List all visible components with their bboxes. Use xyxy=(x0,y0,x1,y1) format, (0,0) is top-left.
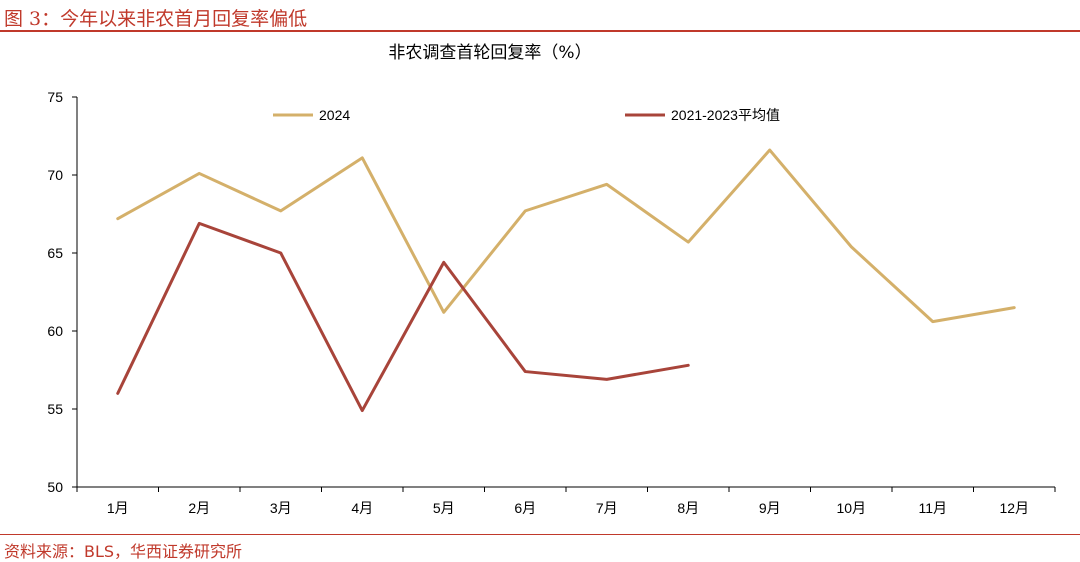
x-tick-label: 10月 xyxy=(836,500,866,516)
y-tick-label: 70 xyxy=(47,167,63,183)
x-tick-label: 3月 xyxy=(270,500,292,516)
legend-label-average: 2021-2023平均值 xyxy=(671,107,780,123)
y-tick-label: 60 xyxy=(47,323,63,339)
series-line-average xyxy=(118,223,689,410)
legend: 2024 2021-2023平均值 xyxy=(273,107,780,123)
y-tick-label: 65 xyxy=(47,245,63,261)
series-lines xyxy=(118,150,1015,411)
y-tick-label: 75 xyxy=(47,89,63,105)
axes: 50 55 60 65 70 75 1月 2月 3月 4月 5月 6月 7月 8月 9月 10月 11月 12月 xyxy=(47,89,1055,516)
x-tick-label: 6月 xyxy=(514,500,536,516)
x-tick-label: 1月 xyxy=(107,500,129,516)
x-tick-label: 2月 xyxy=(188,500,210,516)
x-tick-label: 9月 xyxy=(759,500,781,516)
x-tick-label: 8月 xyxy=(677,500,699,516)
x-tick-label: 7月 xyxy=(596,500,618,516)
x-tick-label: 11月 xyxy=(918,500,947,516)
source-note: 资料来源：BLS，华西证券研究所 xyxy=(4,538,242,562)
x-tick-label: 12月 xyxy=(999,500,1029,516)
x-tick-label: 4月 xyxy=(351,500,373,516)
legend-label-2024: 2024 xyxy=(319,107,350,123)
x-tick-label: 5月 xyxy=(433,500,455,516)
y-tick-label: 50 xyxy=(47,479,63,495)
bottom-rule xyxy=(0,534,1080,535)
y-tick-label: 55 xyxy=(47,401,63,417)
series-line-2024 xyxy=(118,150,1015,322)
chart-title: 非农调查首轮回复率（%） xyxy=(388,43,591,63)
